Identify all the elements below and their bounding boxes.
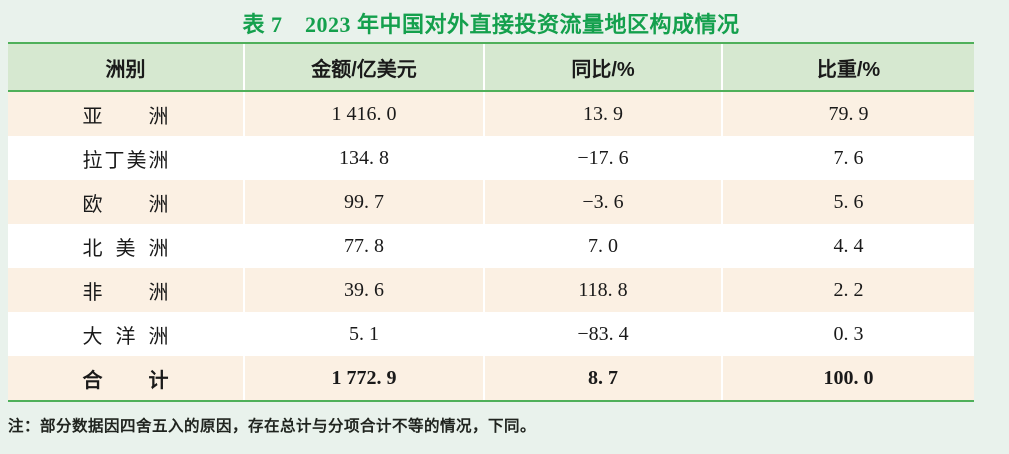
amount-cell: 1 772. 9 bbox=[245, 356, 485, 400]
header-cell-yoy: 同比/% bbox=[485, 44, 723, 90]
yoy-cell: −17. 6 bbox=[485, 136, 723, 180]
share-cell: 100. 0 bbox=[823, 366, 874, 389]
amount-cell: 1 416. 0 bbox=[245, 92, 485, 136]
amount-cell: 134. 8 bbox=[245, 136, 485, 180]
table-row: 拉丁美洲 134. 8 −17. 6 7. 6 bbox=[8, 136, 974, 180]
header-cell-amount: 金额/亿美元 bbox=[245, 44, 485, 90]
region-name: 拉丁美洲 bbox=[82, 149, 169, 172]
yoy-cell: −3. 6 bbox=[485, 180, 723, 224]
region-name: 合计 bbox=[82, 369, 169, 392]
amount-cell: 5. 1 bbox=[245, 312, 485, 356]
investment-table: 洲别 金额/亿美元 同比/% 比重/% 亚洲 1 416. 0 13. 9 79. 9… bbox=[8, 42, 974, 402]
region-cell: 拉丁美洲 bbox=[8, 136, 245, 180]
table-row: 亚洲 1 416. 0 13. 9 79. 9 bbox=[8, 92, 974, 136]
amount-cell: 39. 6 bbox=[245, 268, 485, 312]
region-name: 欧洲 bbox=[82, 193, 169, 216]
region-name: 大洋洲 bbox=[82, 325, 169, 348]
table-row: 欧洲 99. 7 −3. 6 5. 6 bbox=[8, 180, 974, 224]
table-title: 表 7 2023 年中国对外直接投资流量地区构成情况 bbox=[242, 12, 740, 37]
share-cell: 0. 3 bbox=[833, 322, 864, 345]
region-cell: 大洋洲 bbox=[8, 312, 245, 356]
yoy-cell: 118. 8 bbox=[485, 268, 723, 312]
header-cell-region: 洲别 bbox=[8, 44, 245, 90]
region-cell: 欧洲 bbox=[8, 180, 245, 224]
share-cell: 79. 9 bbox=[828, 102, 869, 125]
yoy-cell: 8. 7 bbox=[485, 356, 723, 400]
share-cell: 2. 2 bbox=[833, 278, 864, 301]
region-cell: 亚洲 bbox=[8, 92, 245, 136]
table-total-row: 合计 1 772. 9 8. 7 100. 0 bbox=[8, 356, 974, 402]
region-cell: 非洲 bbox=[8, 268, 245, 312]
region-name: 亚洲 bbox=[82, 105, 169, 128]
header-cell-share: 比重/% bbox=[816, 58, 881, 81]
table-row: 北美洲 77. 8 7. 0 4. 4 bbox=[8, 224, 974, 268]
region-name: 北美洲 bbox=[82, 237, 169, 260]
share-cell: 4. 4 bbox=[833, 234, 864, 257]
yoy-cell: −83. 4 bbox=[485, 312, 723, 356]
table-body: 亚洲 1 416. 0 13. 9 79. 9 拉丁美洲 134. 8 −17. 6 7. 6… bbox=[8, 92, 974, 402]
table-header-row: 洲别 金额/亿美元 同比/% 比重/% bbox=[8, 42, 974, 92]
amount-cell: 77. 8 bbox=[245, 224, 485, 268]
share-cell: 7. 6 bbox=[833, 146, 864, 169]
region-cell: 合计 bbox=[8, 356, 245, 400]
footnote: 注：部分数据因四舍五入的原因，存在总计与分项合计不等的情况，下同。 bbox=[8, 418, 537, 435]
region-name: 非洲 bbox=[82, 281, 169, 304]
share-cell: 5. 6 bbox=[833, 190, 864, 213]
table-row: 非洲 39. 6 118. 8 2. 2 bbox=[8, 268, 974, 312]
yoy-cell: 7. 0 bbox=[485, 224, 723, 268]
region-cell: 北美洲 bbox=[8, 224, 245, 268]
yoy-cell: 13. 9 bbox=[485, 92, 723, 136]
table-row: 大洋洲 5. 1 −83. 4 0. 3 bbox=[8, 312, 974, 356]
amount-cell: 99. 7 bbox=[245, 180, 485, 224]
